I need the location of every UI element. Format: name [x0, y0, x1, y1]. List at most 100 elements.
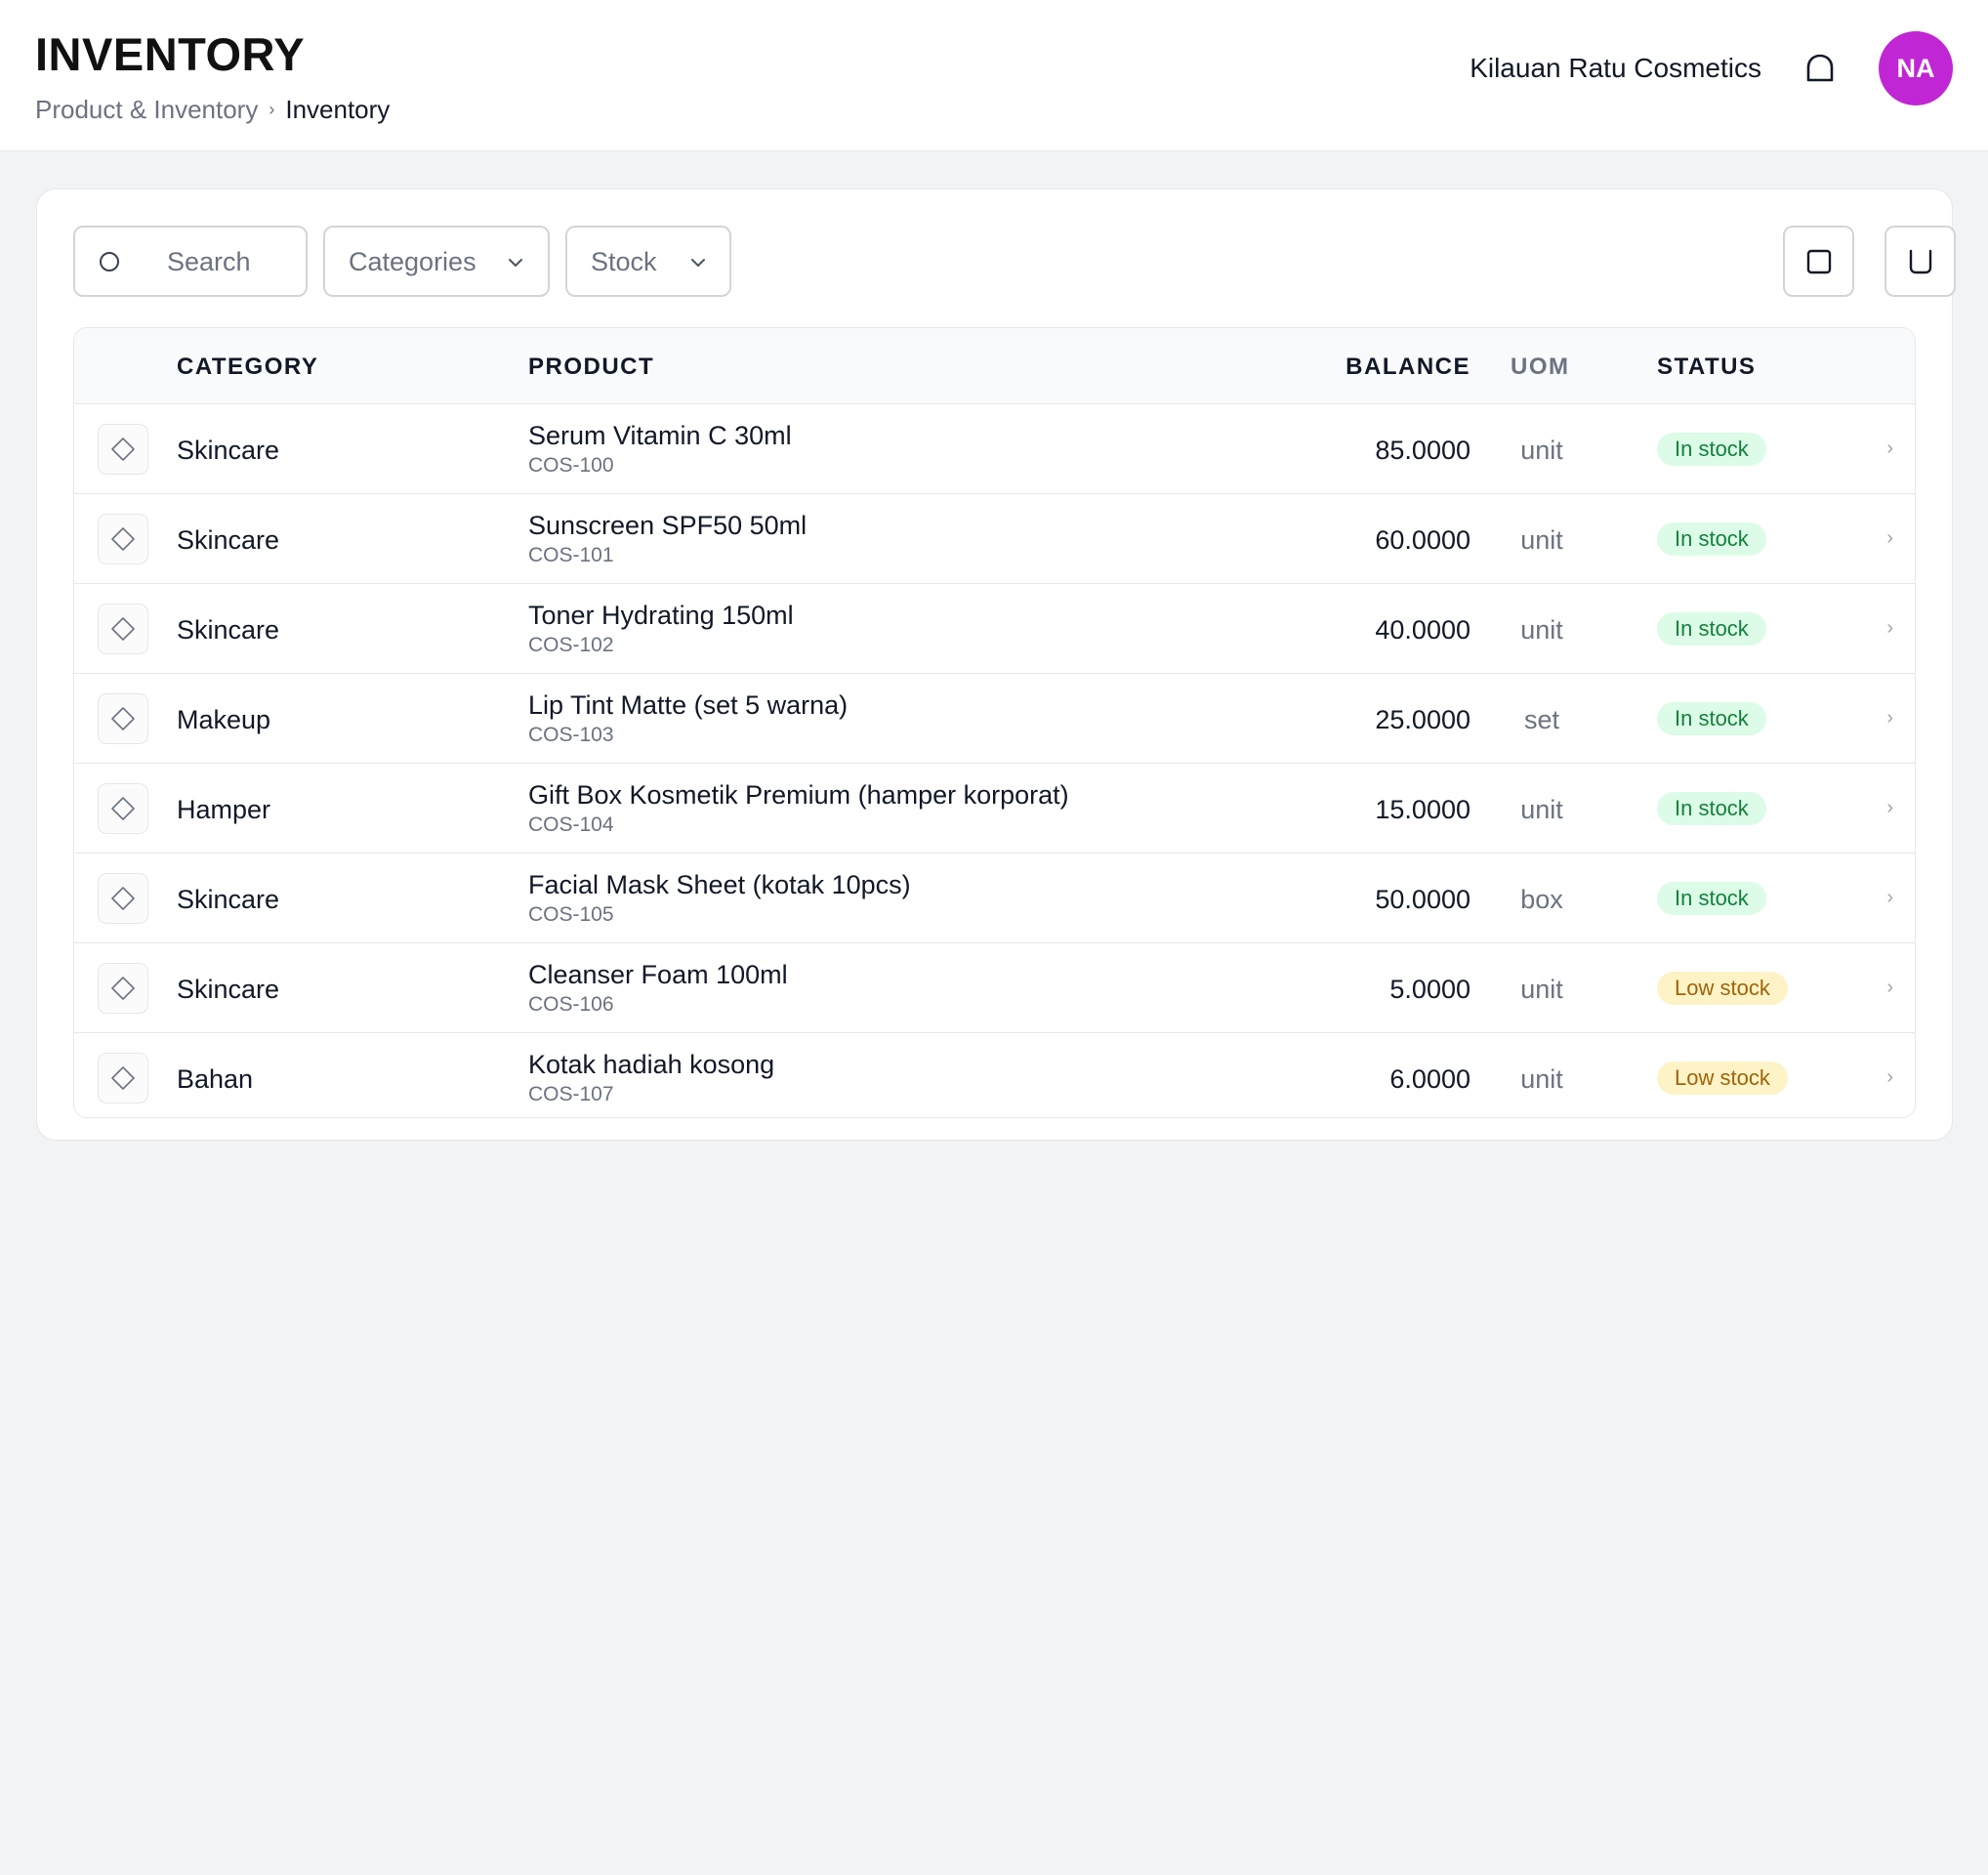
category-cell: Bahan: [177, 1064, 254, 1094]
tag-diamond-icon: [111, 617, 135, 641]
chevron-right-icon[interactable]: ›: [1886, 527, 1893, 549]
balance-cell: 85.0000: [1375, 436, 1470, 465]
category-cell: Skincare: [177, 975, 280, 1004]
table-header: CATEGORY PRODUCT BALANCE UOM STATUS: [74, 328, 1915, 404]
table-row[interactable]: Skincare Serum Vitamin C 30ml COS-100 85.00…: [74, 404, 1915, 494]
inventory-table: CATEGORY PRODUCT BALANCE UOM STATUS Skin…: [73, 327, 1916, 1118]
product-sku: COS-103: [528, 724, 614, 746]
category-cell: Skincare: [177, 525, 280, 555]
product-thumbnail: [98, 604, 148, 654]
status-badge: In stock: [1657, 522, 1766, 556]
product-thumbnail: [98, 873, 148, 924]
product-thumbnail: [98, 783, 148, 834]
search-icon: [100, 252, 119, 271]
product-sku: COS-101: [528, 544, 614, 566]
breadcrumb-item-product-inventory[interactable]: Product & Inventory: [35, 95, 259, 124]
category-cell: Skincare: [177, 885, 280, 914]
page-title: INVENTORY: [35, 28, 306, 80]
balance-cell: 25.0000: [1375, 705, 1470, 734]
categories-dropdown[interactable]: Categories: [323, 226, 550, 297]
table-row[interactable]: Bahan Kotak hadiah kosong COS-107 6.0000 uni…: [74, 1033, 1915, 1117]
chevron-right-icon[interactable]: ›: [1886, 1066, 1893, 1088]
status-badge: Low stock: [1657, 972, 1788, 1005]
tag-diamond-icon: [111, 887, 135, 910]
chevron-right-icon[interactable]: ›: [1886, 797, 1893, 818]
table-row[interactable]: Skincare Facial Mask Sheet (kotak 10pcs) C…: [74, 854, 1915, 943]
table-row[interactable]: Skincare Toner Hydrating 150ml COS-102 40.0…: [74, 584, 1915, 674]
uom-cell: unit: [1520, 975, 1563, 1004]
tag-diamond-icon: [111, 438, 135, 461]
product-name[interactable]: Kotak hadiah kosong: [528, 1050, 775, 1079]
view-toggle-button[interactable]: [1783, 226, 1854, 297]
status-badge: In stock: [1657, 612, 1766, 646]
uom-cell: unit: [1520, 795, 1563, 824]
balance-cell: 50.0000: [1375, 885, 1470, 914]
top-header: INVENTORY Product & Inventory › Inventor…: [0, 0, 1988, 151]
chevron-right-icon[interactable]: ›: [1886, 707, 1893, 729]
tag-diamond-icon: [111, 527, 135, 551]
product-thumbnail: [98, 424, 148, 475]
uom-cell: unit: [1520, 1064, 1563, 1094]
table-row[interactable]: Skincare Sunscreen SPF50 50ml COS-101 60.00…: [74, 494, 1915, 584]
table-row[interactable]: Skincare Cleanser Foam 100ml COS-106 5.0000…: [74, 943, 1915, 1033]
user-avatar[interactable]: NA: [1879, 31, 1953, 105]
product-thumbnail: [98, 963, 148, 1014]
tag-diamond-icon: [111, 797, 135, 820]
column-header-category[interactable]: CATEGORY: [177, 354, 319, 380]
category-cell: Skincare: [177, 615, 280, 645]
bell-icon: [1806, 54, 1834, 82]
square-icon: [1806, 249, 1831, 273]
chevron-right-icon[interactable]: ›: [1886, 438, 1893, 459]
notifications-button[interactable]: [1802, 50, 1839, 87]
uom-cell: box: [1520, 885, 1563, 914]
product-name[interactable]: Lip Tint Matte (set 5 warna): [528, 690, 849, 720]
column-header-uom[interactable]: UOM: [1511, 354, 1570, 380]
bucket-icon: [1909, 249, 1931, 273]
category-cell: Hamper: [177, 795, 271, 824]
company-name: Kilauan Ratu Cosmetics: [1470, 53, 1761, 83]
tag-diamond-icon: [111, 707, 135, 730]
product-name[interactable]: Cleanser Foam 100ml: [528, 960, 788, 989]
chevron-down-icon: [691, 259, 705, 267]
tag-diamond-icon: [111, 1066, 135, 1090]
product-thumbnail: [98, 693, 148, 744]
chevron-down-icon: [509, 259, 522, 267]
product-name[interactable]: Facial Mask Sheet (kotak 10pcs): [528, 870, 911, 899]
balance-cell: 5.0000: [1389, 975, 1470, 1004]
product-thumbnail: [98, 1053, 148, 1104]
chevron-right-icon[interactable]: ›: [1886, 887, 1893, 908]
search-placeholder: Search: [167, 247, 251, 276]
uom-cell: unit: [1520, 525, 1563, 555]
chevron-right-icon[interactable]: ›: [1886, 977, 1893, 998]
tag-diamond-icon: [111, 977, 135, 1000]
product-thumbnail: [98, 514, 148, 564]
category-cell: Skincare: [177, 436, 280, 465]
product-sku: COS-104: [528, 813, 614, 836]
chevron-right-icon[interactable]: ›: [1886, 617, 1893, 639]
product-name[interactable]: Serum Vitamin C 30ml: [528, 421, 792, 450]
balance-cell: 6.0000: [1389, 1064, 1470, 1094]
stock-dropdown[interactable]: Stock: [565, 226, 731, 297]
uom-cell: unit: [1520, 615, 1563, 645]
filter-toolbar: Search Categories Stock: [73, 226, 1956, 297]
search-input[interactable]: Search: [73, 226, 308, 297]
product-name[interactable]: Sunscreen SPF50 50ml: [528, 511, 808, 540]
table-row[interactable]: Makeup Lip Tint Matte (set 5 warna) COS-10…: [74, 674, 1915, 764]
product-sku: COS-106: [528, 993, 614, 1016]
balance-cell: 40.0000: [1375, 615, 1470, 645]
product-sku: COS-107: [528, 1083, 614, 1105]
balance-cell: 60.0000: [1375, 525, 1470, 555]
category-cell: Makeup: [177, 705, 271, 734]
table-row[interactable]: Hamper Gift Box Kosmetik Premium (hamper …: [74, 764, 1915, 854]
column-header-balance[interactable]: BALANCE: [1346, 354, 1470, 380]
column-header-status[interactable]: STATUS: [1657, 354, 1757, 380]
breadcrumb: Product & Inventory › Inventory: [35, 94, 390, 125]
export-button[interactable]: [1884, 226, 1956, 297]
product-sku: COS-100: [528, 454, 614, 477]
status-badge: In stock: [1657, 882, 1766, 915]
product-name[interactable]: Gift Box Kosmetik Premium (hamper korpor…: [528, 780, 1069, 810]
product-sku: COS-102: [528, 634, 614, 656]
uom-cell: unit: [1520, 436, 1563, 465]
product-name[interactable]: Toner Hydrating 150ml: [528, 601, 794, 630]
column-header-product[interactable]: PRODUCT: [528, 354, 655, 380]
